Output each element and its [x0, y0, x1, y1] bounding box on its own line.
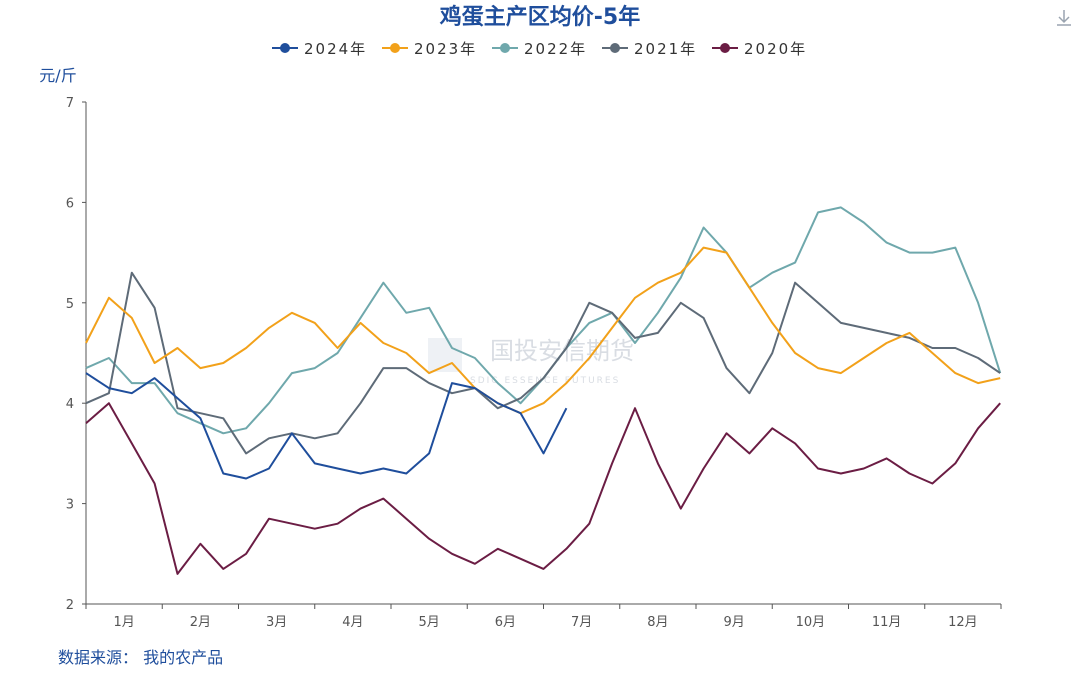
y-axis-unit: 元/斤 [39, 66, 76, 85]
x-tick-label: 11月 [872, 615, 902, 630]
legend-marker [720, 43, 730, 53]
watermark: 国投安信期货 SDIC ESSENCE FUTURES [428, 337, 634, 386]
x-tick-label: 4月 [342, 615, 363, 630]
legend-label: 2023年 [414, 40, 477, 58]
legend-label: 2020年 [744, 40, 807, 58]
legend-marker [390, 43, 400, 53]
legend-label: 2022年 [524, 40, 587, 58]
watermark-subtext: SDIC ESSENCE FUTURES [470, 376, 620, 386]
y-tick-label: 2 [66, 598, 74, 613]
watermark-text: 国投安信期货 [490, 337, 634, 365]
series-line-2021年 [85, 271, 1001, 455]
y-tick-label: 6 [66, 196, 74, 211]
axes: 2 3 4 5 6 7 1月 2月 3月 4月 5月 6月 7月 8月 9月 10月 11月 12月 [66, 96, 1002, 630]
x-tick-label: 10月 [796, 615, 826, 630]
legend-item[interactable]: 2021年 [602, 40, 697, 58]
x-tick-label: 6月 [495, 615, 516, 630]
series-line-2020年 [85, 402, 1001, 575]
x-tick-label: 1月 [113, 615, 134, 630]
legend-marker [610, 43, 620, 53]
legend-marker [500, 43, 510, 53]
data-source: 数据来源： 我的农产品 [58, 648, 223, 667]
y-tick-label: 3 [66, 498, 74, 513]
legend-item[interactable]: 2020年 [712, 40, 807, 58]
legend-label: 2021年 [634, 40, 697, 58]
chart-title: 鸡蛋主产区均价-5年 [439, 4, 640, 30]
legend: 2024年 2023年 2022年 2021年 2020年 [272, 40, 807, 58]
y-tick-label: 5 [66, 297, 74, 312]
legend-item[interactable]: 2024年 [272, 40, 367, 58]
legend-item[interactable]: 2022年 [492, 40, 587, 58]
series-line-2024年 [85, 372, 568, 480]
x-tick-label: 2月 [190, 615, 211, 630]
legend-label: 2024年 [304, 40, 367, 58]
y-tick-label: 7 [66, 96, 74, 111]
legend-marker [280, 43, 290, 53]
legend-item[interactable]: 2023年 [382, 40, 477, 58]
x-tick-label: 9月 [723, 615, 744, 630]
x-tick-label: 3月 [266, 615, 287, 630]
series-line-2022年 [85, 206, 1002, 435]
series-line-2023年 [85, 246, 1001, 415]
x-tick-label: 7月 [571, 615, 592, 630]
y-tick-label: 4 [66, 397, 74, 412]
download-icon[interactable] [1057, 10, 1071, 26]
x-tick-label: 8月 [647, 615, 668, 630]
x-tick-label: 5月 [418, 615, 439, 630]
x-tick-label: 12月 [948, 615, 978, 630]
series-lines [85, 206, 1002, 575]
